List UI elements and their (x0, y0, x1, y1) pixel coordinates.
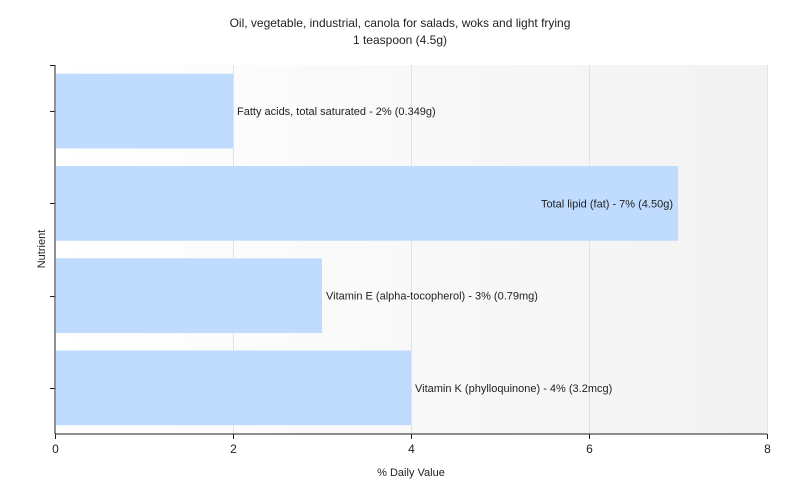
bar-label: Fatty acids, total saturated - 2% (0.349… (237, 106, 436, 118)
x-tick-label: 0 (52, 442, 59, 456)
x-tick-label: 8 (764, 442, 771, 456)
x-tick-label: 4 (408, 442, 415, 456)
chart-title: Oil, vegetable, industrial, canola for s… (230, 16, 571, 30)
bar (56, 73, 233, 149)
y-axis-label: Nutrient (36, 230, 48, 269)
chart-subtitle: 1 teaspoon (4.5g) (353, 33, 447, 47)
bar-label: Total lipid (fat) - 7% (4.50g) (541, 198, 673, 210)
y-ticks (50, 65, 55, 389)
bar (56, 166, 678, 241)
x-tick-label: 2 (230, 442, 237, 456)
bars: Fatty acids, total saturated - 2% (0.349… (56, 73, 678, 426)
bar-label: Vitamin E (alpha-tocopherol) - 3% (0.79m… (326, 291, 538, 303)
bar (56, 258, 322, 333)
bar-label: Vitamin K (phylloquinone) - 4% (3.2mcg) (415, 383, 612, 395)
x-tick-label: 6 (586, 442, 593, 456)
x-ticks: 0 2 4 6 8 (52, 434, 771, 456)
x-axis-label: % Daily Value (377, 467, 445, 479)
bar (56, 350, 411, 426)
